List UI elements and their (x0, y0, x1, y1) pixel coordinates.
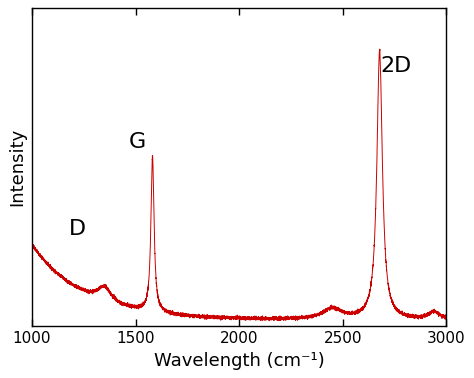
Text: 2D: 2D (380, 56, 411, 76)
X-axis label: Wavelength (cm⁻¹): Wavelength (cm⁻¹) (154, 352, 325, 370)
Text: D: D (69, 219, 86, 239)
Text: G: G (129, 132, 146, 152)
Y-axis label: Intensity: Intensity (9, 128, 27, 206)
